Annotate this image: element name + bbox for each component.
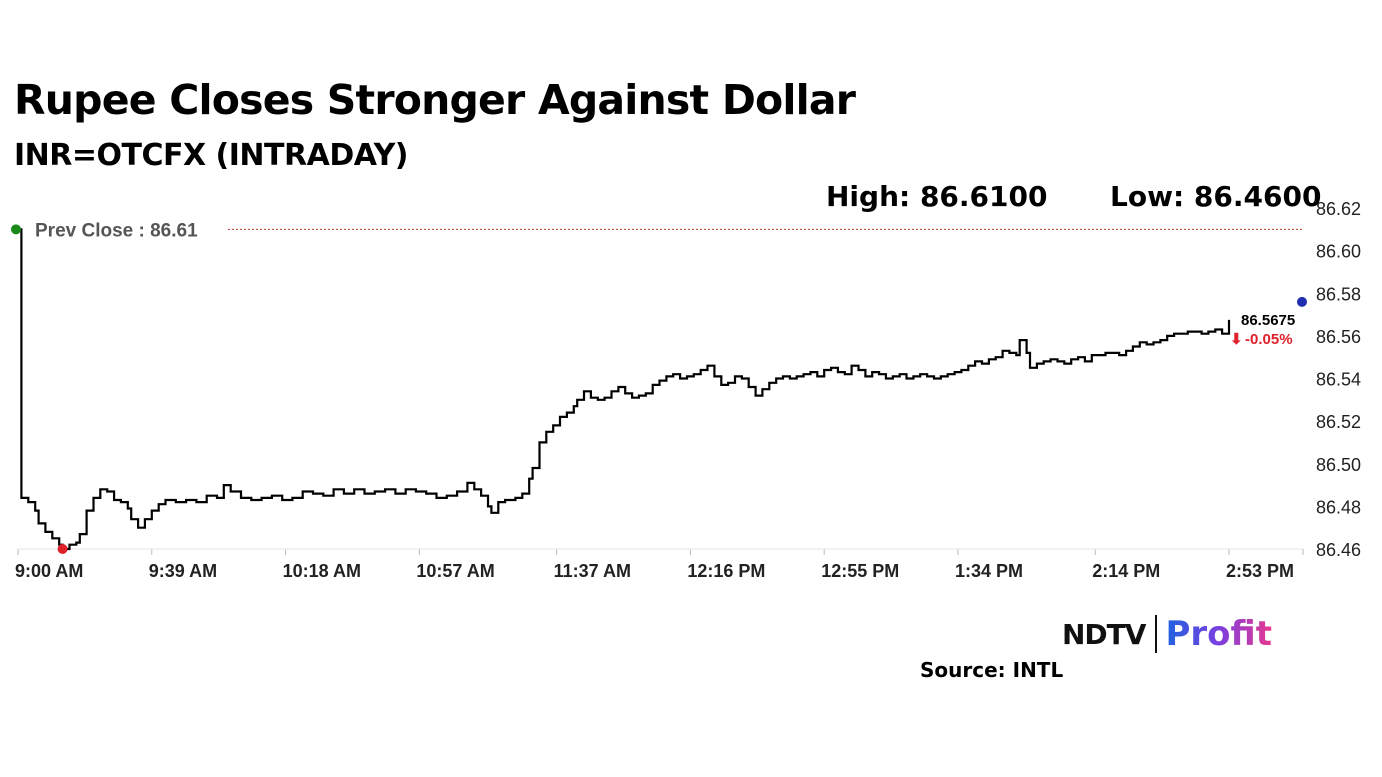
y-axis: 86.62 86.60 86.58 86.56 86.54 86.52 86.50 86.48… bbox=[1316, 199, 1361, 560]
chart-title: Rupee Closes Stronger Against Dollar bbox=[14, 76, 856, 124]
last-price-label: 86.5675 bbox=[1241, 312, 1295, 329]
price-line bbox=[18, 228, 1231, 551]
high-value: High: 86.6100 bbox=[826, 180, 1048, 213]
y-tick-label: 86.48 bbox=[1316, 497, 1361, 517]
x-tick-label: 2:53 PM bbox=[1226, 561, 1294, 581]
logo-divider bbox=[1155, 615, 1158, 653]
x-tick-label: 11:37 AM bbox=[554, 561, 631, 581]
down-arrow-icon: ⬇ bbox=[1230, 331, 1243, 348]
low-value: Low: 86.4600 bbox=[1110, 180, 1322, 213]
low-marker bbox=[57, 544, 68, 554]
y-tick-label: 86.60 bbox=[1316, 242, 1361, 262]
x-tick-label: 9:39 AM bbox=[149, 561, 217, 581]
last-price-marker bbox=[1297, 296, 1307, 307]
logo-ndtv-text: NDTV bbox=[1062, 617, 1146, 651]
y-tick-label: 86.58 bbox=[1316, 284, 1361, 304]
x-tick-label: 9:00 AM bbox=[15, 561, 83, 581]
x-tick-label: 2:14 PM bbox=[1092, 561, 1160, 581]
y-tick-label: 86.46 bbox=[1316, 540, 1361, 560]
logo-profit-text: Profit bbox=[1165, 614, 1272, 654]
source-note: Source: INTL bbox=[920, 658, 1064, 682]
x-tick-label: 10:57 AM bbox=[416, 561, 494, 581]
change-percent-label: -0.05% bbox=[1245, 331, 1293, 348]
y-tick-label: 86.62 bbox=[1316, 199, 1361, 219]
x-tick-label: 1:34 PM bbox=[955, 561, 1023, 581]
open-marker bbox=[11, 224, 21, 235]
chart-subtitle: INR=OTCFX (INTRADAY) bbox=[14, 138, 409, 173]
x-tick-label: 12:16 PM bbox=[687, 561, 765, 581]
ndtv-profit-logo: NDTV Profit bbox=[1062, 612, 1272, 656]
y-tick-label: 86.54 bbox=[1316, 370, 1361, 390]
prev-close-label: Prev Close : 86.61 bbox=[35, 220, 198, 241]
y-tick-label: 86.50 bbox=[1316, 455, 1361, 475]
x-tick-label: 12:55 PM bbox=[821, 561, 899, 581]
x-axis: 9:00 AM 9:39 AM 10:18 AM 10:57 AM 11:37 AM 12… bbox=[15, 549, 1304, 581]
y-tick-label: 86.52 bbox=[1316, 412, 1361, 432]
y-tick-label: 86.56 bbox=[1316, 327, 1361, 347]
x-tick-label: 10:18 AM bbox=[283, 561, 361, 581]
